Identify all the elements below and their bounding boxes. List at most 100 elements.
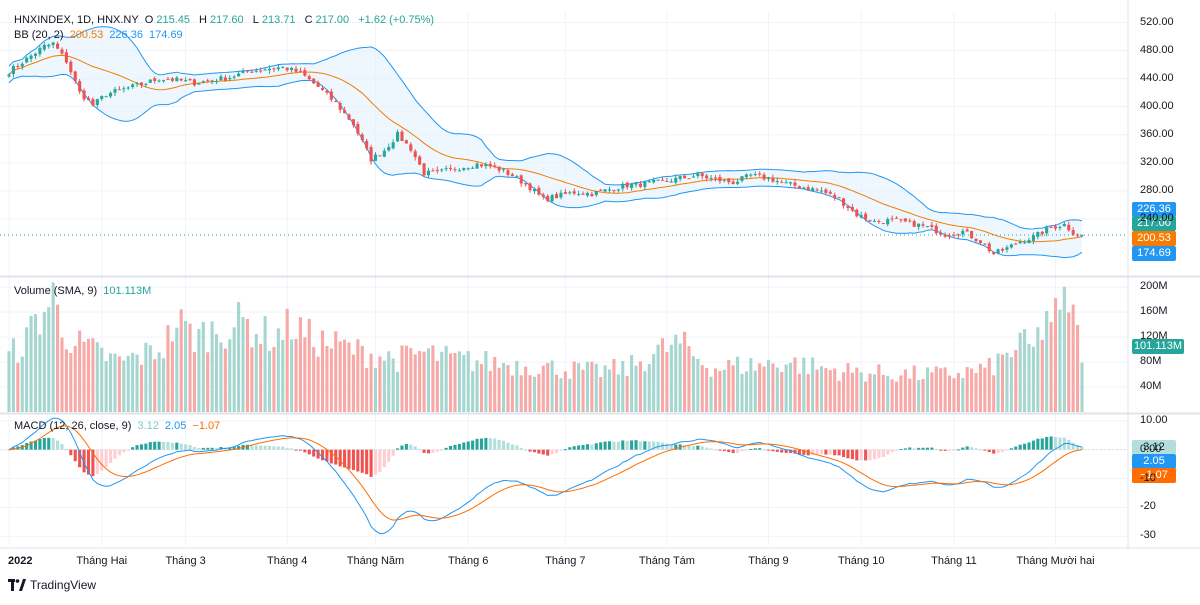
x-axis-label: Tháng Năm xyxy=(346,555,405,567)
macd-histogram-bar xyxy=(197,447,201,450)
candle-body xyxy=(109,92,113,97)
macd-value: 2.05 xyxy=(164,420,187,432)
candle-body xyxy=(290,67,294,71)
macd-histogram-bar xyxy=(228,447,232,450)
macd-histogram-bar xyxy=(877,449,881,459)
volume-bar xyxy=(886,375,890,412)
volume-bar xyxy=(581,369,585,412)
macd-histogram-bar xyxy=(864,449,868,461)
macd-histogram-bar xyxy=(1045,436,1049,450)
candle-body xyxy=(139,82,144,85)
candle-body xyxy=(497,166,501,171)
candle-body xyxy=(60,49,64,54)
candle-body xyxy=(842,198,846,206)
volume-bar xyxy=(899,375,903,412)
candle-body xyxy=(903,218,907,222)
candle-body xyxy=(100,96,104,99)
macd-histogram-bar xyxy=(594,443,598,450)
volume-bar xyxy=(329,348,333,412)
volume-bar xyxy=(590,361,594,412)
macd-histogram-bar xyxy=(184,444,188,450)
candle-body xyxy=(992,252,996,255)
volume-bar xyxy=(753,370,757,412)
macd-histogram-bar xyxy=(272,446,276,450)
candle-body xyxy=(281,66,285,68)
macd-histogram-bar xyxy=(276,446,280,450)
macd-histogram-bar xyxy=(638,441,642,450)
macd-histogram-bar xyxy=(365,449,369,475)
volume-bar xyxy=(678,343,682,412)
volume-bar xyxy=(749,358,753,412)
volume-bar xyxy=(64,349,68,412)
candle-body xyxy=(780,182,784,184)
macd-histogram-bar xyxy=(908,447,912,450)
volume-bar xyxy=(691,356,695,412)
macd-histogram-bar xyxy=(356,449,360,472)
candle-body xyxy=(369,147,373,162)
macd-histogram-bar xyxy=(497,440,501,450)
candle-body xyxy=(758,173,762,175)
macd-histogram-bar xyxy=(144,443,148,450)
volume-bar xyxy=(453,352,457,412)
candle-body xyxy=(29,55,33,59)
volume-bar xyxy=(16,362,20,412)
macd-histogram-bar xyxy=(192,447,197,450)
candle-body xyxy=(943,234,947,237)
macd-histogram-bar xyxy=(382,449,386,468)
volume-bar xyxy=(537,373,541,412)
volume-bar xyxy=(1014,350,1018,412)
volume-bar xyxy=(1076,325,1080,412)
macd-histogram-bar xyxy=(86,449,91,475)
volume-bar xyxy=(744,371,748,412)
macd-histogram-bar xyxy=(290,448,294,450)
candle-body xyxy=(245,70,249,72)
volume-bar xyxy=(479,363,484,412)
volume-bar xyxy=(409,348,413,412)
volume-bar xyxy=(974,373,978,412)
volume-bar xyxy=(210,321,214,412)
close-label: C xyxy=(304,14,313,26)
y-axis-label: 10.00 xyxy=(1140,413,1168,426)
macd-histogram-bar xyxy=(541,449,545,455)
candle-body xyxy=(175,77,179,82)
volume-bar xyxy=(7,351,11,412)
volume-bar xyxy=(192,352,197,412)
tradingview-brand[interactable]: TradingView xyxy=(8,578,96,592)
macd-histogram-bar xyxy=(338,449,342,467)
candle-body xyxy=(1045,227,1049,234)
x-axis-label: Tháng Tám xyxy=(638,555,695,567)
macd-histogram-bar xyxy=(559,449,563,451)
candle-body xyxy=(453,169,457,171)
volume-bar xyxy=(131,352,135,412)
candle-body xyxy=(934,225,938,234)
macd-histogram-bar xyxy=(329,449,333,464)
candle-body xyxy=(347,114,351,120)
candle-body xyxy=(325,90,329,93)
volume-bar xyxy=(228,339,232,412)
volume-bar xyxy=(223,348,227,412)
macd-histogram-bar xyxy=(488,438,492,450)
volume-bar xyxy=(285,308,289,412)
basis-tag: 200.53 xyxy=(1132,231,1176,246)
candle-body xyxy=(546,195,550,202)
y-axis-label: 80M xyxy=(1140,355,1162,368)
macd-histogram-bar xyxy=(294,449,298,451)
candle-body xyxy=(1014,243,1018,245)
macd-histogram-bar xyxy=(683,445,687,450)
bb-legend: BB (20, 2) 200.53 226.36 174.69 xyxy=(14,29,186,41)
macd-histogram-bar xyxy=(131,447,135,450)
candle-body xyxy=(559,192,563,198)
candle-body xyxy=(64,52,68,63)
volume-bar xyxy=(334,331,338,412)
volume-bar xyxy=(365,368,369,412)
volume-bar xyxy=(29,315,33,412)
volume-bar xyxy=(356,339,360,412)
volume-bar xyxy=(819,366,824,412)
volume-bar xyxy=(872,374,877,412)
y-axis-label: 160M xyxy=(1140,305,1168,318)
macd-histogram-bar xyxy=(665,443,669,450)
volume-bar xyxy=(660,338,665,412)
candle-body xyxy=(864,213,868,220)
